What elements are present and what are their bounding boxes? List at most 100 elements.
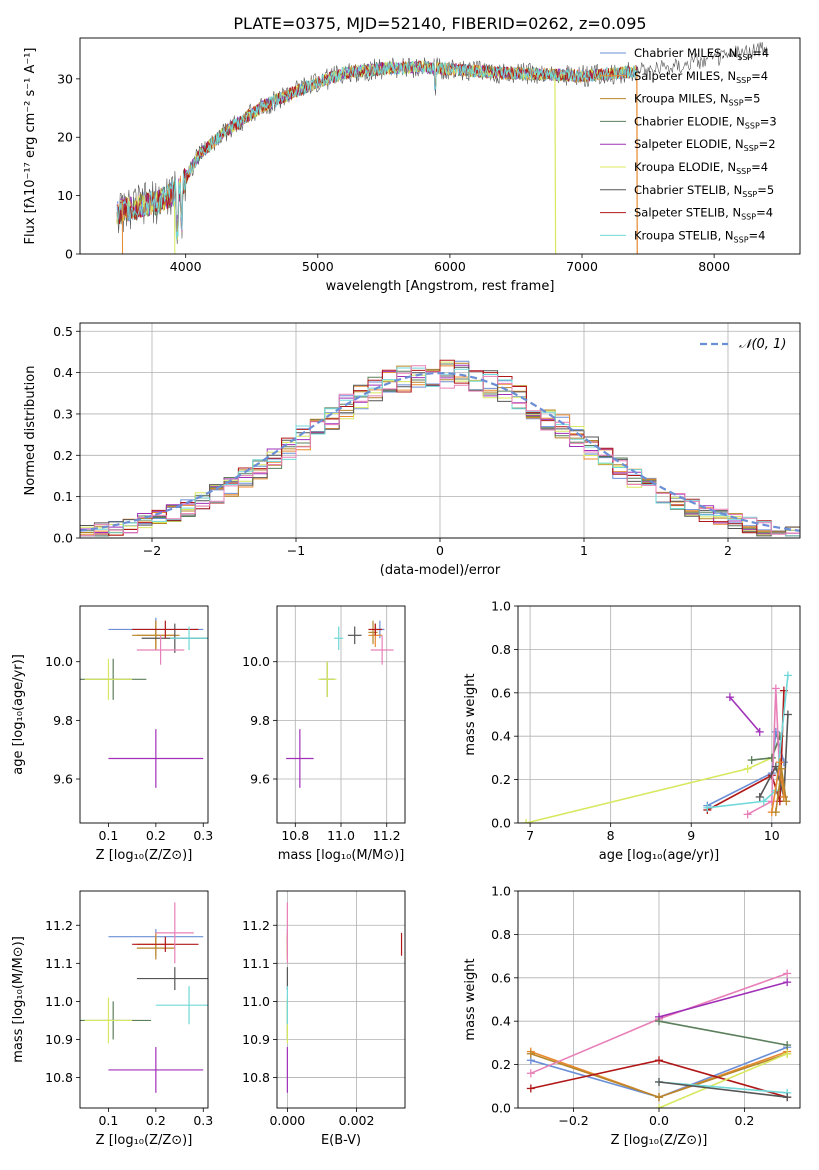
y-tick-label: 0.5 xyxy=(53,324,73,339)
legend-value: =4 xyxy=(749,228,766,242)
x-tick-label: −2 xyxy=(143,543,161,558)
y-axis-label: age [log₁₀(age/yr)] xyxy=(11,654,26,775)
y-tick-label: 9.6 xyxy=(53,772,73,787)
legend-subscript: SSP xyxy=(734,235,749,244)
x-tick-label: 0.0 xyxy=(649,1113,669,1128)
legend-subscript: SSP xyxy=(745,121,760,130)
legend-subscript: SSP xyxy=(729,99,744,108)
legend: 𝒩(0, 1) xyxy=(700,337,786,352)
x-tick-label: 0.002 xyxy=(339,1113,375,1128)
legend-value: =3 xyxy=(760,114,777,128)
x-axis-label: wavelength [Angstrom, rest frame] xyxy=(326,279,555,294)
x-tick-label: 8 xyxy=(607,828,615,843)
weight-line xyxy=(747,688,781,816)
chart-z-mass: 0.1 0.2 0.3 10.8 10.9 11.0 11.1 11.2 Z [log₁₀(Z/… xyxy=(11,890,213,1148)
x-tick-label: 9 xyxy=(687,828,695,843)
plot-area xyxy=(522,671,792,823)
y-tick-label: 0.2 xyxy=(53,448,73,463)
x-tick-label: 0.1 xyxy=(98,1113,118,1128)
y-tick-label: 0 xyxy=(65,247,73,262)
legend-value: =4 xyxy=(751,160,768,174)
y-tick-label: 0.4 xyxy=(491,729,511,744)
error-point xyxy=(132,620,180,650)
axes-frame xyxy=(79,890,209,1109)
y-tick-label: 0.1 xyxy=(53,489,73,504)
spectrum-line xyxy=(116,61,638,232)
x-axis-label: Z [log₁₀(Z/Z⊙)] xyxy=(611,1133,708,1148)
legend-label: Salpeter ELODIE, NSSP=2 xyxy=(634,137,776,153)
x-tick-label: 0.3 xyxy=(193,1113,213,1128)
weight-line xyxy=(658,1053,788,1108)
error-point xyxy=(370,635,394,665)
x-tick-label: 6000 xyxy=(434,259,466,274)
x-tick-label: 0.2 xyxy=(146,828,166,843)
y-tick-label: 20 xyxy=(57,130,73,145)
y-tick-label: 1.0 xyxy=(491,884,511,899)
spectrum-line xyxy=(116,59,638,236)
legend-label: Kroupa MILES, NSSP=5 xyxy=(634,92,760,108)
x-tick-label: 11.2 xyxy=(373,828,401,843)
normal-curve xyxy=(80,371,800,532)
chart-spectrum: 4000 5000 6000 7000 8000 0 10 20 30 wavelength [A… xyxy=(23,37,801,294)
y-tick-label: 0.8 xyxy=(491,642,511,657)
legend-value: =5 xyxy=(757,183,774,197)
y-tick-label: 10.0 xyxy=(45,654,73,669)
y-tick-label: 0.2 xyxy=(491,1057,511,1072)
x-axis-label: Z [log₁₀(Z/Z⊙)] xyxy=(96,1133,193,1148)
x-tick-label: 0.3 xyxy=(193,828,213,843)
chart-z-weight: −0.2 0.0 0.2 0.0 0.2 0.4 0.6 0.8 1.0 Z [log₁₀(Z/Z… xyxy=(463,884,801,1148)
figure-title: PLATE=0375, MJD=52140, FIBERID=0262, z=0… xyxy=(233,14,646,33)
plot-area xyxy=(526,969,792,1108)
legend-value: =4 xyxy=(752,46,769,60)
spectrum-line xyxy=(116,60,638,240)
spectrum-dip xyxy=(554,78,557,254)
axes-frame xyxy=(517,605,801,824)
x-tick-label: 1 xyxy=(580,543,588,558)
y-tick-label: 11.2 xyxy=(45,918,73,933)
x-tick-label: 5000 xyxy=(302,259,334,274)
y-tick-label: 10.0 xyxy=(242,654,270,669)
x-tick-label: 7 xyxy=(526,828,534,843)
x-tick-label: 0.2 xyxy=(146,1113,166,1128)
weight-line xyxy=(707,675,789,809)
legend: Chabrier MILES, NSSP=4 Salpeter MILES, NS… xyxy=(600,46,777,244)
y-tick-label: 11.0 xyxy=(242,994,270,1009)
weight-line xyxy=(658,981,788,1018)
spectrum-line xyxy=(116,60,638,241)
error-point xyxy=(84,997,133,1044)
weight-line xyxy=(729,696,761,733)
error-point xyxy=(155,902,194,964)
error-point xyxy=(318,661,337,697)
y-tick-label: 0.6 xyxy=(491,685,511,700)
error-point xyxy=(286,729,314,788)
x-tick-label: 8000 xyxy=(698,259,730,274)
axes-frame xyxy=(276,890,406,1109)
error-point xyxy=(368,620,378,645)
plot-area xyxy=(80,902,208,1093)
x-tick-label: 10.8 xyxy=(281,828,309,843)
y-tick-label: 10 xyxy=(57,188,73,203)
error-point xyxy=(136,967,208,990)
y-axis-label: mass weight xyxy=(463,673,478,755)
spectrum-line xyxy=(116,61,638,237)
error-point xyxy=(132,936,199,952)
y-tick-label: 9.8 xyxy=(53,713,73,728)
x-tick-label: 10 xyxy=(764,828,780,843)
x-tick-label: −1 xyxy=(287,543,305,558)
y-axis-label: Normed distribution xyxy=(23,366,38,496)
legend-value: =4 xyxy=(751,69,768,83)
y-tick-label: 11.0 xyxy=(45,994,73,1009)
y-tick-label: 10.9 xyxy=(45,1032,73,1047)
x-axis-label: mass [log₁₀(M/M⊙)] xyxy=(278,848,405,863)
y-tick-label: 10.8 xyxy=(242,1070,270,1085)
x-tick-label: 0.1 xyxy=(98,828,118,843)
y-tick-label: 0.2 xyxy=(491,772,511,787)
x-tick-label: 4000 xyxy=(170,259,202,274)
y-tick-label: 9.8 xyxy=(250,713,270,728)
legend-label: Kroupa STELIB, NSSP=4 xyxy=(634,228,765,244)
y-tick-label: 0.6 xyxy=(491,970,511,985)
chart-age-weight: 7 8 9 10 0.0 0.2 0.4 0.6 0.8 1.0 age [log₁₀(age/yr… xyxy=(463,599,801,863)
x-tick-label: 0.000 xyxy=(269,1113,305,1128)
